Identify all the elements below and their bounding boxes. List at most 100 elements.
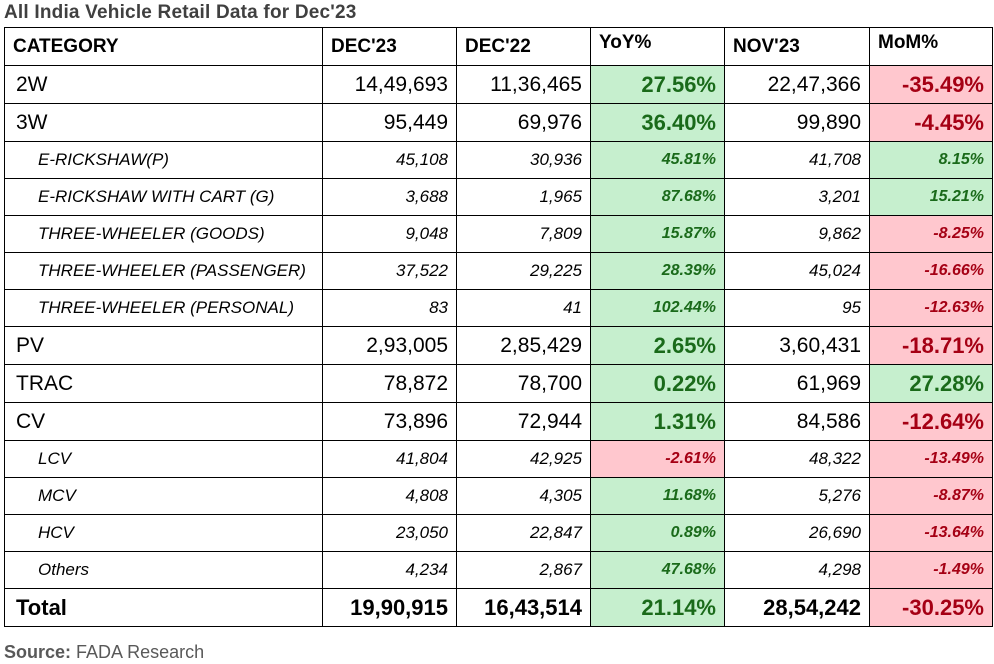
dec22-cell: 42,925 xyxy=(456,440,591,478)
nov23-cell: 5,276 xyxy=(724,477,870,515)
table-row: THREE-WHEELER (PASSENGER) 37,522 29,225 28.… xyxy=(4,252,993,290)
dec23-cell: 9,048 xyxy=(322,215,457,253)
mom-cell: -12.64% xyxy=(869,402,993,441)
category-cell: E-RICKSHAW(P) xyxy=(4,141,323,179)
table-row: MCV 4,808 4,305 11.68% 5,276 -8.87% xyxy=(4,477,993,515)
dec23-cell: 45,108 xyxy=(322,141,457,179)
table-row: TRAC 78,872 78,700 0.22% 61,969 27.28% xyxy=(4,364,993,403)
dec23-cell: 83 xyxy=(322,289,457,327)
dec23-cell: 37,522 xyxy=(322,252,457,290)
nov23-cell: 26,690 xyxy=(724,514,870,552)
table-row: 3W 95,449 69,976 36.40% 99,890 -4.45% xyxy=(4,103,993,142)
yoy-cell: 0.89% xyxy=(590,514,725,552)
category-cell: Total xyxy=(4,588,323,627)
nov23-cell: 95 xyxy=(724,289,870,327)
table-body: 2W 14,49,693 11,36,465 27.56% 22,47,366 -35.4… xyxy=(4,65,993,627)
category-cell: E-RICKSHAW WITH CART (G) xyxy=(4,178,323,216)
mom-cell: -13.49% xyxy=(869,440,993,478)
retail-data-table: CATEGORY DEC'23 DEC'22 YoY% NOV'23 MoM% … xyxy=(4,27,993,627)
dec23-cell: 95,449 xyxy=(322,103,457,142)
mom-cell: -35.49% xyxy=(869,65,993,104)
table-row: E-RICKSHAW(P) 45,108 30,936 45.81% 41,708 8.1… xyxy=(4,141,993,179)
table-row: Others 4,234 2,867 47.68% 4,298 -1.49% xyxy=(4,551,993,589)
dec22-cell: 69,976 xyxy=(456,103,591,142)
category-cell: THREE-WHEELER (PASSENGER) xyxy=(4,252,323,290)
table-row: CV 73,896 72,944 1.31% 84,586 -12.64% xyxy=(4,402,993,441)
yoy-cell: 47.68% xyxy=(590,551,725,589)
source-text: FADA Research xyxy=(76,642,205,662)
dec22-cell: 1,965 xyxy=(456,178,591,216)
dec23-cell: 23,050 xyxy=(322,514,457,552)
header-row: CATEGORY DEC'23 DEC'22 YoY% NOV'23 MoM% xyxy=(4,27,993,66)
dec23-cell: 4,808 xyxy=(322,477,457,515)
yoy-cell: 28.39% xyxy=(590,252,725,290)
category-cell: HCV xyxy=(4,514,323,552)
yoy-cell: 21.14% xyxy=(590,588,725,627)
dec23-cell: 14,49,693 xyxy=(322,65,457,104)
mom-cell: 27.28% xyxy=(869,364,993,403)
nov23-cell: 61,969 xyxy=(724,364,870,403)
mom-cell: -8.25% xyxy=(869,215,993,253)
mom-cell: -8.87% xyxy=(869,477,993,515)
mom-cell: -13.64% xyxy=(869,514,993,552)
header-dec22: DEC'22 xyxy=(456,27,591,66)
nov23-cell: 99,890 xyxy=(724,103,870,142)
mom-cell: -1.49% xyxy=(869,551,993,589)
header-mom: MoM% xyxy=(869,27,993,66)
dec23-cell: 19,90,915 xyxy=(322,588,457,627)
mom-cell: -18.71% xyxy=(869,326,993,365)
mom-cell: 8.15% xyxy=(869,141,993,179)
category-cell: TRAC xyxy=(4,364,323,403)
nov23-cell: 3,201 xyxy=(724,178,870,216)
nov23-cell: 22,47,366 xyxy=(724,65,870,104)
mom-cell: -30.25% xyxy=(869,588,993,627)
nov23-cell: 3,60,431 xyxy=(724,326,870,365)
table-row: LCV 41,804 42,925 -2.61% 48,322 -13.49% xyxy=(4,440,993,478)
mom-cell: 15.21% xyxy=(869,178,993,216)
dec22-cell: 2,85,429 xyxy=(456,326,591,365)
dec22-cell: 7,809 xyxy=(456,215,591,253)
table-row: THREE-WHEELER (PERSONAL) 83 41 102.44% 95 -12… xyxy=(4,289,993,327)
dec23-cell: 3,688 xyxy=(322,178,457,216)
category-cell: PV xyxy=(4,326,323,365)
dec23-cell: 2,93,005 xyxy=(322,326,457,365)
category-cell: LCV xyxy=(4,440,323,478)
source-note: Source: FADA Research xyxy=(4,642,204,663)
yoy-cell: 45.81% xyxy=(590,141,725,179)
category-cell: 2W xyxy=(4,65,323,104)
nov23-cell: 4,298 xyxy=(724,551,870,589)
header-nov23: NOV'23 xyxy=(724,27,870,66)
yoy-cell: 102.44% xyxy=(590,289,725,327)
dec22-cell: 29,225 xyxy=(456,252,591,290)
yoy-cell: 27.56% xyxy=(590,65,725,104)
table-row: E-RICKSHAW WITH CART (G) 3,688 1,965 87.68%… xyxy=(4,178,993,216)
yoy-cell: 11.68% xyxy=(590,477,725,515)
dec22-cell: 4,305 xyxy=(456,477,591,515)
yoy-cell: 36.40% xyxy=(590,103,725,142)
nov23-cell: 48,322 xyxy=(724,440,870,478)
yoy-cell: 0.22% xyxy=(590,364,725,403)
yoy-cell: 15.87% xyxy=(590,215,725,253)
header-category: CATEGORY xyxy=(4,27,323,66)
dec23-cell: 78,872 xyxy=(322,364,457,403)
table-row: PV 2,93,005 2,85,429 2.65% 3,60,431 -18.71% xyxy=(4,326,993,365)
mom-cell: -16.66% xyxy=(869,252,993,290)
nov23-cell: 41,708 xyxy=(724,141,870,179)
header-dec23: DEC'23 xyxy=(322,27,457,66)
header-yoy: YoY% xyxy=(590,27,725,66)
mom-cell: -4.45% xyxy=(869,103,993,142)
dec22-cell: 72,944 xyxy=(456,402,591,441)
dec22-cell: 22,847 xyxy=(456,514,591,552)
table-row: Total 19,90,915 16,43,514 21.14% 28,54,242 -3… xyxy=(4,588,993,627)
category-cell: MCV xyxy=(4,477,323,515)
mom-cell: -12.63% xyxy=(869,289,993,327)
yoy-cell: 87.68% xyxy=(590,178,725,216)
nov23-cell: 28,54,242 xyxy=(724,588,870,627)
category-cell: CV xyxy=(4,402,323,441)
yoy-cell: 1.31% xyxy=(590,402,725,441)
dec23-cell: 41,804 xyxy=(322,440,457,478)
dec23-cell: 73,896 xyxy=(322,402,457,441)
yoy-cell: 2.65% xyxy=(590,326,725,365)
dec22-cell: 11,36,465 xyxy=(456,65,591,104)
dec22-cell: 30,936 xyxy=(456,141,591,179)
